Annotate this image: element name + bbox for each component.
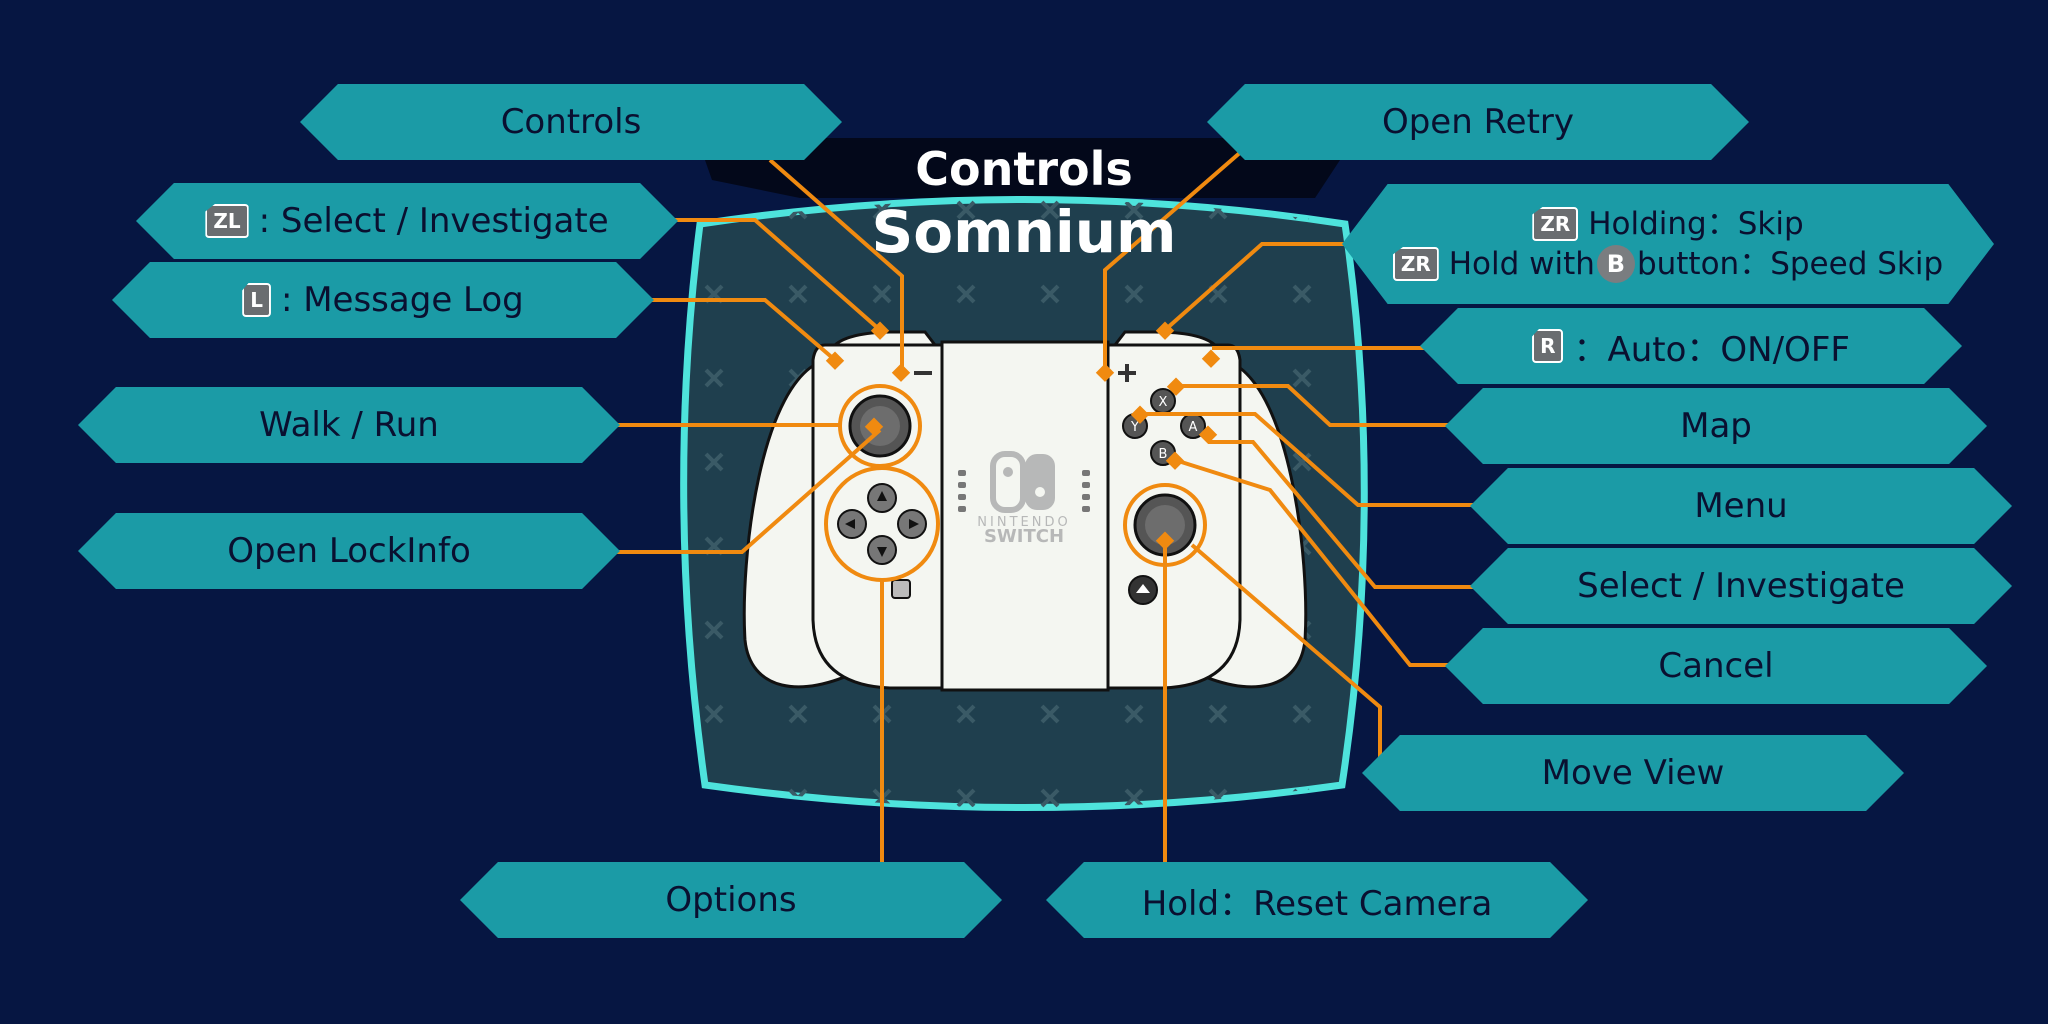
l-button-icon: L: [242, 283, 271, 317]
plus-button: [1118, 364, 1136, 382]
logo-text-1: NINTENDO: [977, 515, 1070, 530]
callout-lines: [605, 142, 1480, 862]
label-open-lockinfo: Open LockInfo: [78, 513, 620, 589]
zl-button-icon: ZL: [205, 204, 249, 238]
label-options: Options: [460, 862, 1002, 938]
page-subtitle: Somnium: [871, 198, 1177, 266]
label-reset-camera: Hold：Reset Camera: [1046, 862, 1588, 938]
r-button-icon: R: [1532, 329, 1564, 363]
callout-markers: [825, 321, 1221, 550]
label-zl-select: ZL : Select / Investigate: [136, 183, 678, 259]
label-move-view: Move View: [1362, 735, 1904, 811]
label-auto: R ：Auto：ON/OFF: [1420, 308, 1962, 384]
label-controls: Controls: [300, 84, 842, 160]
button-x: X: [1159, 395, 1168, 410]
page-title: Controls: [915, 142, 1133, 196]
label-select-investigate: Select / Investigate: [1470, 548, 2012, 624]
button-a: A: [1189, 420, 1198, 435]
capture-button: [891, 579, 911, 599]
label-cancel: Cancel: [1445, 628, 1987, 704]
zr-button-icon-2: ZR: [1392, 247, 1439, 281]
label-open-retry: Open Retry: [1207, 84, 1749, 160]
label-message-log: L : Message Log: [112, 262, 654, 338]
b-button-icon: B: [1596, 245, 1635, 283]
button-y: Y: [1130, 420, 1139, 435]
title-banner: [705, 138, 1340, 198]
label-map: Map: [1445, 388, 1987, 464]
label-walk-run: Walk / Run: [78, 387, 620, 463]
logo-text-2: SWITCH: [984, 526, 1064, 547]
button-b: B: [1159, 447, 1168, 462]
label-menu: Menu: [1470, 468, 2012, 544]
zr-button-icon: ZR: [1532, 207, 1579, 241]
switch-logo: [990, 451, 1055, 513]
minus-button: [914, 371, 932, 375]
